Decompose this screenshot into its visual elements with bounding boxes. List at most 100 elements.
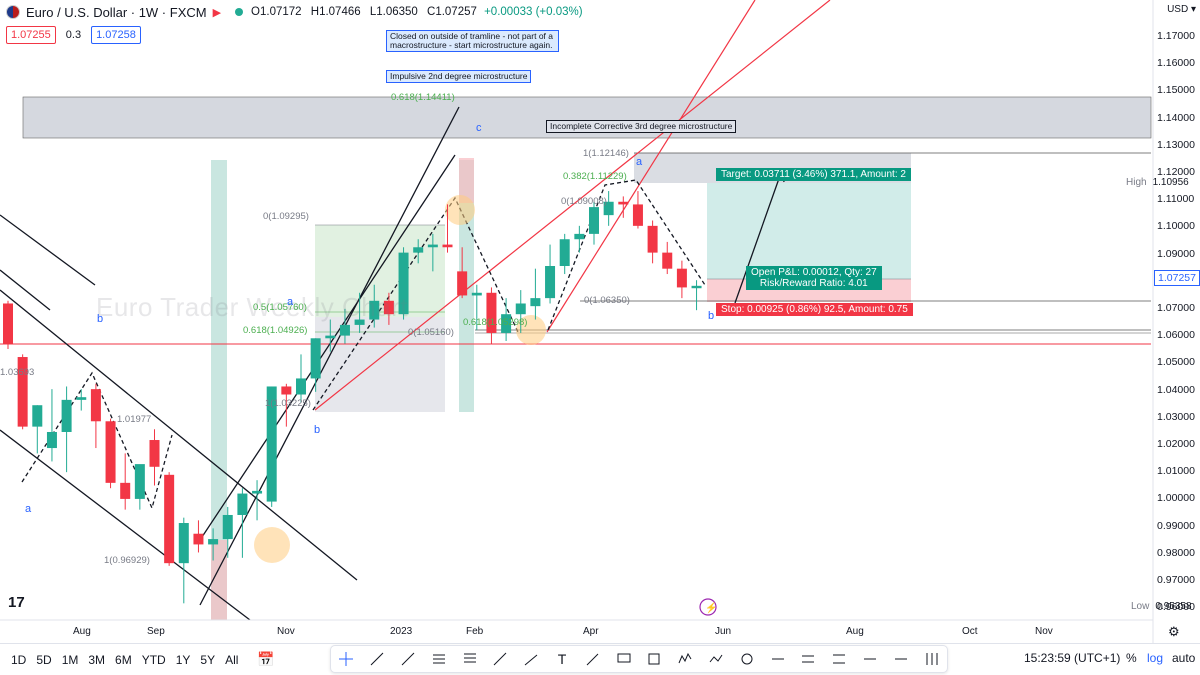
svg-text:⚡: ⚡ <box>705 601 717 614</box>
timeframe-1m[interactable]: 1M <box>61 652 79 667</box>
text-icon[interactable]: T <box>557 651 567 667</box>
eur-usd-flag-icon <box>6 5 20 19</box>
target-label[interactable]: Target: 0.03711 (3.46%) 371.1, Amount: 2 <box>716 168 911 181</box>
pl-label[interactable]: Open P&L: 0.00012, Qty: 27 Risk/Reward R… <box>746 266 882 290</box>
time-tick-label: Feb <box>466 626 484 637</box>
timeframe-3m[interactable]: 3M <box>88 652 106 667</box>
price-tick-label: 1.13000 <box>1157 138 1195 151</box>
log-toggle[interactable]: log <box>1147 651 1164 665</box>
timeframe-ytd[interactable]: YTD <box>141 652 166 667</box>
percent-toggle[interactable]: % <box>1126 651 1137 665</box>
price-tick-label: 1.04000 <box>1157 383 1195 396</box>
time-tick-label: Oct <box>962 626 978 637</box>
price-tick-label: 1.10000 <box>1157 220 1195 233</box>
candle-body <box>3 303 13 344</box>
candle-body <box>266 386 277 502</box>
fib-label: 0.618(1.05298) <box>463 317 528 328</box>
clock[interactable]: 15:23:59 (UTC+1) <box>1024 651 1121 665</box>
flag-marker-icon[interactable]: ▶ <box>212 6 222 19</box>
drawing-tools: T <box>330 645 948 673</box>
trendline-icon[interactable] <box>368 650 386 668</box>
timeframe-6m[interactable]: 6M <box>115 652 132 667</box>
time-tick-label: Jun <box>715 626 732 637</box>
fib-label: 1(0.96929) <box>104 555 150 566</box>
stop-label[interactable]: Stop: 0.00925 (0.86%) 92.5, Amount: 0.75 <box>716 303 913 316</box>
cursor-icon[interactable] <box>337 650 355 668</box>
buy-button[interactable]: 1.07258 <box>91 26 141 44</box>
long-position-icon[interactable] <box>923 650 941 668</box>
wave-label: a <box>25 503 32 515</box>
line-icon[interactable] <box>491 650 509 668</box>
annotation-note-impulsive[interactable]: Impulsive 2nd degree microstructure <box>386 70 532 83</box>
settings-gear-icon[interactable]: ⚙ <box>1168 624 1180 639</box>
circle-icon[interactable] <box>738 650 756 668</box>
time-tick-label: Aug <box>846 626 864 637</box>
path-icon[interactable] <box>769 650 787 668</box>
time-tick-label: Nov <box>277 626 295 637</box>
pattern-icon[interactable] <box>676 650 694 668</box>
watermark: Euro Trader Weekly Chart <box>96 292 409 322</box>
high-marker: High 1.10956 <box>1126 177 1189 188</box>
symbol-title[interactable]: Euro / U.S. Dollar · 1W · FXCM <box>26 4 207 20</box>
candle-body <box>676 268 687 288</box>
timeframe-1d[interactable]: 1D <box>11 652 27 667</box>
fib-label: 0(1.05160) <box>408 327 454 338</box>
candle-body <box>134 464 145 499</box>
ray-icon[interactable] <box>522 650 540 668</box>
ohlc-values: O1.07172 H1.07466 L1.06350 C1.07257 +0.0… <box>251 6 583 18</box>
callout-icon[interactable] <box>615 650 633 668</box>
gann-icon[interactable] <box>830 650 848 668</box>
fib-label: 0(1.09295) <box>263 211 309 222</box>
fib-label: 0(1.09008) <box>561 196 607 207</box>
price-tick-label: 1.14000 <box>1157 111 1195 124</box>
arrow-icon[interactable] <box>584 650 602 668</box>
candle-body <box>325 335 336 339</box>
price-tick-label: 1.06000 <box>1157 329 1195 342</box>
sell-button[interactable]: 1.07255 <box>6 26 56 44</box>
candle-body <box>178 523 189 564</box>
timeframe-5d[interactable]: 5D <box>36 652 52 667</box>
price-tick-label: 1.12000 <box>1157 166 1195 178</box>
candle-body <box>691 285 702 289</box>
fib-label: 0.618(1.04926) <box>243 325 308 336</box>
rectangle-icon[interactable] <box>645 650 663 668</box>
candle-body <box>281 386 292 395</box>
candle-body <box>32 405 43 427</box>
horizontal-line-icon[interactable] <box>861 650 879 668</box>
wave-icon[interactable] <box>707 650 725 668</box>
timeframe-all[interactable]: All <box>225 652 239 667</box>
time-tick-label: Aug <box>73 626 91 637</box>
highlight-bar-pink-top <box>459 158 474 203</box>
annotation-note-tramline[interactable]: Closed on outside of tramline - not part… <box>386 30 559 52</box>
price-tick-label: 0.97000 <box>1157 574 1195 586</box>
currency-label[interactable]: USD ▾ <box>1167 4 1196 15</box>
measure-icon[interactable] <box>799 650 817 668</box>
candle-body <box>662 252 673 269</box>
channel-icon[interactable] <box>461 650 479 668</box>
timeframe-5y[interactable]: 5Y <box>200 652 216 667</box>
fib-label: 1(1.12146) <box>583 148 629 159</box>
price-tick-label: 1.16000 <box>1157 57 1195 70</box>
auto-toggle[interactable]: auto <box>1172 651 1196 665</box>
price-tick-label: 1.05000 <box>1157 356 1195 369</box>
wave-label: a <box>287 296 294 308</box>
fib-label: 0.382(1.11229) <box>563 171 627 182</box>
candle-body <box>618 201 629 205</box>
price-tick-label: 1.09000 <box>1157 247 1195 260</box>
wave-label: b <box>97 313 104 325</box>
candle-body <box>90 389 101 422</box>
brush-icon[interactable] <box>399 650 417 668</box>
fib-icon[interactable] <box>430 650 448 668</box>
timeframe-1y[interactable]: 1Y <box>175 652 191 667</box>
annotation-note-corrective[interactable]: Incomplete Corrective 3rd degree microst… <box>546 120 737 133</box>
candle-body <box>632 204 643 226</box>
calendar-icon[interactable]: 📅 <box>257 651 275 667</box>
candle-body <box>603 201 614 216</box>
wave-label: b <box>708 310 715 322</box>
lightning-icon <box>699 598 717 616</box>
candle-body <box>486 292 497 333</box>
market-open-icon <box>235 8 244 16</box>
spread: 0.3 <box>65 29 82 41</box>
low-marker: Low 0.95358 <box>1131 601 1192 612</box>
horizontal-ray-icon[interactable] <box>892 650 910 668</box>
